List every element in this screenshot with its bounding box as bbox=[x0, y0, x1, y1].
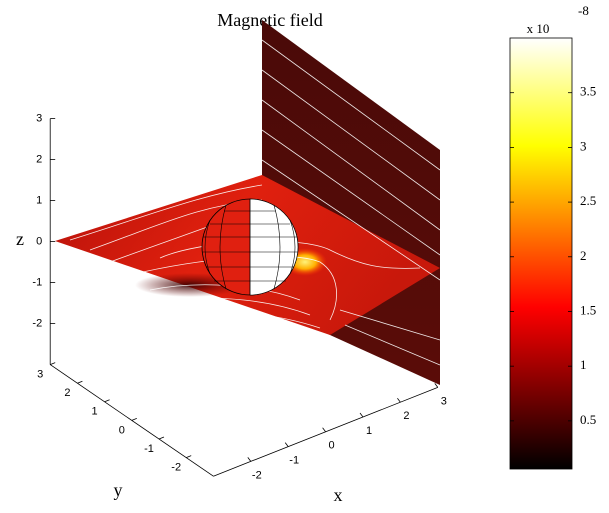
y-tick bbox=[158, 436, 165, 440]
y-tick bbox=[77, 380, 83, 384]
sphere bbox=[201, 198, 299, 296]
colorbar-tick-label: 2.5 bbox=[580, 193, 596, 208]
chart-title: Magnetic field bbox=[217, 10, 322, 30]
x-tick bbox=[247, 457, 252, 462]
axes: -2 -1 0 1 2 3 -2 -1 0 1 2 3 -2 -1 0 1 2 3 bbox=[32, 113, 446, 482]
y-tick-label: -1 bbox=[144, 443, 154, 455]
y-tick-label: 3 bbox=[37, 369, 43, 381]
x-tick bbox=[397, 397, 401, 403]
colorbar-tick-label: 1.5 bbox=[580, 302, 596, 317]
x-tick bbox=[359, 412, 364, 418]
y-tick-label: 0 bbox=[119, 424, 125, 436]
x-tick-label: 1 bbox=[366, 425, 372, 437]
y-tick-label: 1 bbox=[92, 406, 98, 418]
colorbar-multiplier: x 10 bbox=[527, 21, 550, 36]
x-tick-label: -2 bbox=[252, 469, 262, 481]
colorbar-tick-label: 2 bbox=[580, 248, 587, 263]
y-tick bbox=[131, 418, 137, 421]
x-tick-label: -1 bbox=[289, 455, 299, 467]
z-tick-label: -1 bbox=[32, 277, 42, 289]
x-axis-label: x bbox=[334, 485, 343, 505]
colorbar-tick-label: 3.5 bbox=[580, 84, 596, 99]
x-tick bbox=[284, 442, 289, 447]
y-tick-label: 2 bbox=[64, 387, 70, 399]
x-tick bbox=[322, 427, 326, 433]
y-axis-label: y bbox=[114, 480, 123, 500]
colorbar-tick-label: 1 bbox=[580, 357, 587, 372]
y-tick-label: -2 bbox=[171, 462, 181, 474]
colorbar-tick-label: 0.5 bbox=[580, 412, 596, 427]
z-axis-label: z bbox=[16, 229, 24, 249]
y-axis bbox=[49, 364, 214, 477]
y-tick bbox=[50, 362, 56, 365]
z-tick-label: 2 bbox=[36, 154, 42, 166]
z-tick-label: 0 bbox=[36, 236, 42, 248]
z-tick-label: 1 bbox=[36, 195, 42, 207]
colorbar-tick-label: 3 bbox=[580, 138, 587, 153]
z-tick-label: 3 bbox=[36, 113, 42, 125]
colorbar-exponent: -8 bbox=[578, 3, 589, 18]
z-tick-label: -2 bbox=[32, 318, 42, 330]
x-tick-label: 2 bbox=[403, 410, 409, 422]
streamlines bbox=[69, 39, 441, 366]
x-tick-label: 0 bbox=[329, 440, 335, 452]
x-tick-label: 3 bbox=[441, 395, 447, 407]
y-tick bbox=[186, 455, 192, 458]
colorbar bbox=[509, 37, 573, 470]
y-tick bbox=[104, 399, 110, 403]
x-tick bbox=[434, 383, 439, 388]
